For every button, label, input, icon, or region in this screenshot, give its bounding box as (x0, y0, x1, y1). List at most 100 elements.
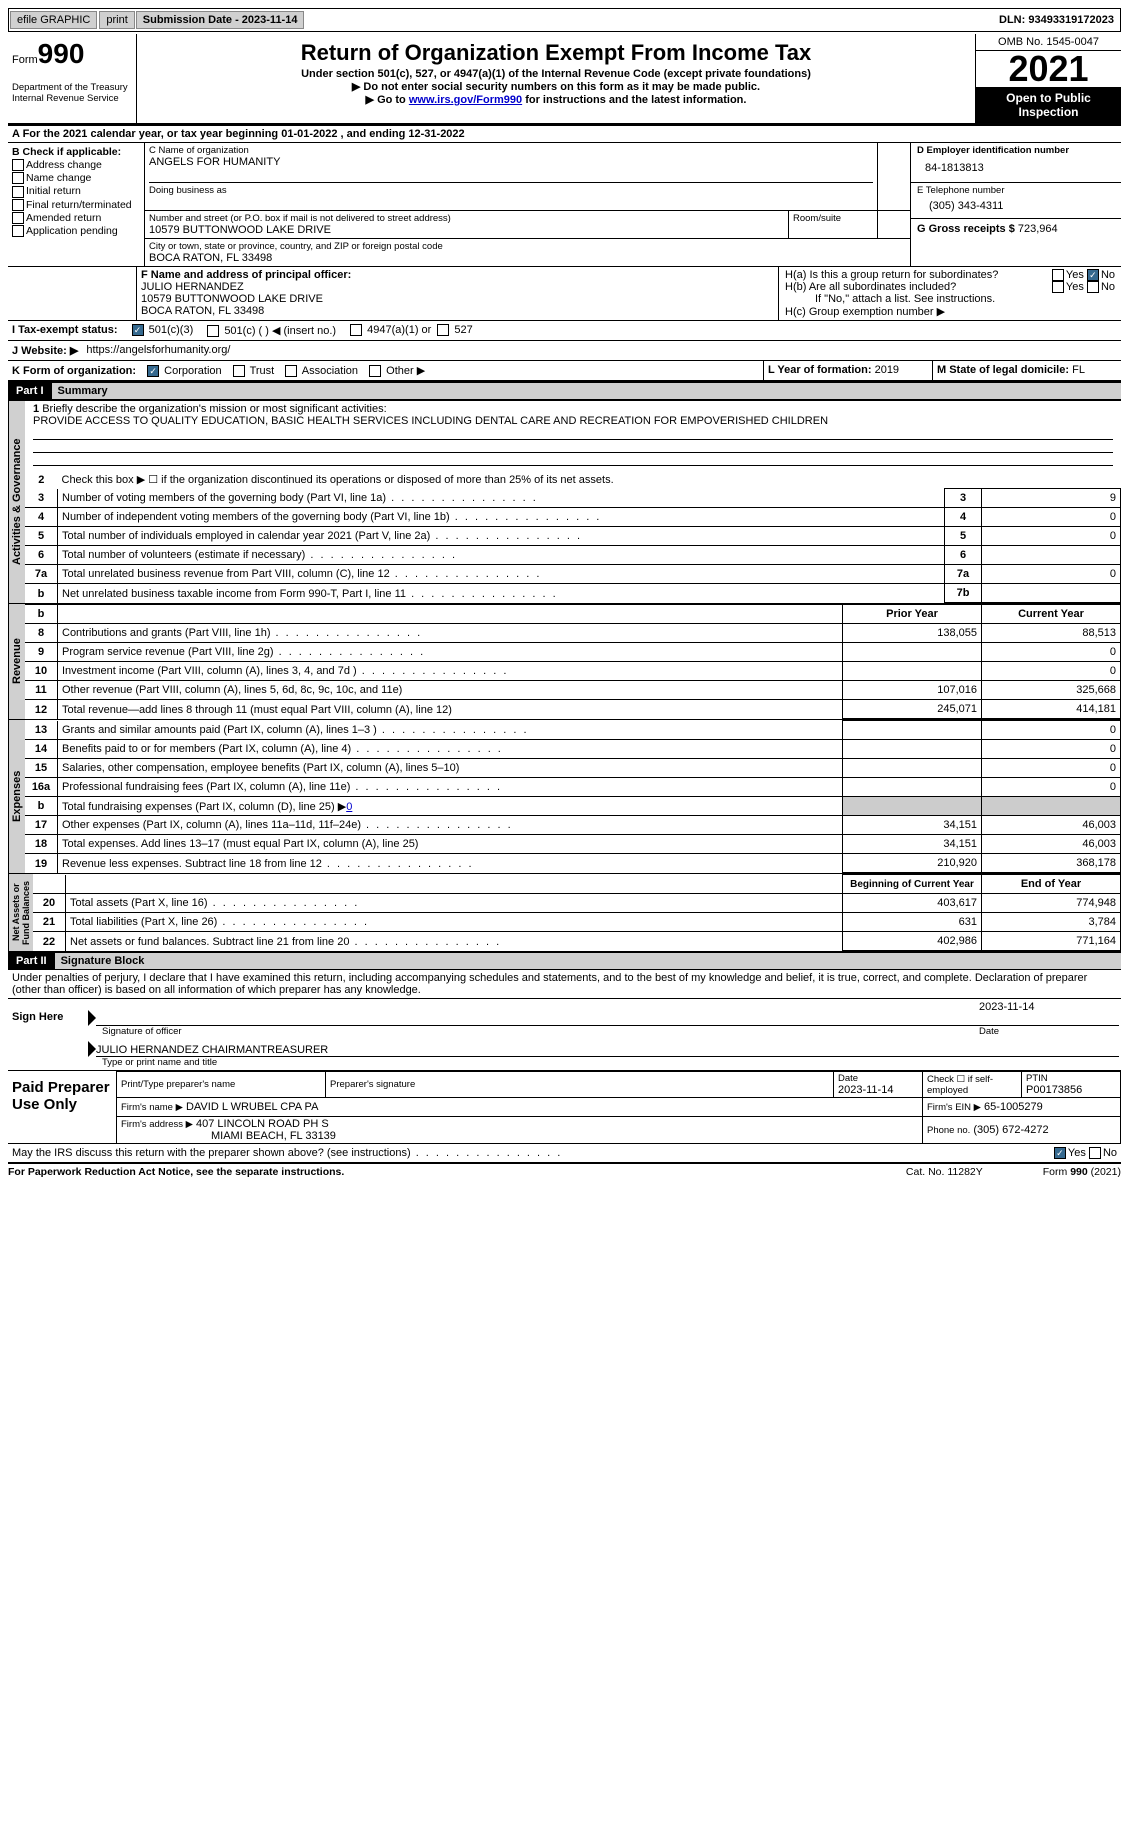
room-lbl: Room/suite (789, 211, 878, 238)
paid-lbl: Paid Preparer Use Only (8, 1071, 116, 1143)
g-cell: G Gross receipts $ 723,964 (911, 219, 1121, 239)
exp-table: 13Grants and similar amounts paid (Part … (25, 720, 1121, 873)
hb-row: H(b) Are all subordinates included? Yes … (785, 281, 1115, 293)
i-527[interactable]: 527 (437, 324, 472, 337)
penalty-text: Under penalties of perjury, I declare th… (8, 970, 1121, 999)
row-16a: 16aProfessional fundraising fees (Part I… (25, 778, 1121, 797)
chk-addr[interactable]: Address change (12, 159, 140, 171)
row-12: 12Total revenue—add lines 8 through 11 (… (25, 700, 1121, 719)
col-C: C Name of organization ANGELS FOR HUMANI… (145, 143, 910, 266)
i-501c[interactable]: 501(c) ( ) ◀ (insert no.) (207, 324, 336, 337)
ha-lbl: H(a) Is this a group return for subordin… (785, 269, 1052, 281)
i-501c3[interactable]: 501(c)(3) (132, 324, 194, 337)
prep-row2: Firm's name ▶ DAVID L WRUBEL CPA PA Firm… (117, 1098, 1121, 1117)
chk-initial[interactable]: Initial return (12, 185, 140, 197)
c-name-cell: C Name of organization ANGELS FOR HUMANI… (145, 143, 878, 211)
dba-val (149, 196, 873, 208)
chk-pending[interactable]: Application pending (12, 225, 140, 237)
dept: Department of the Treasury Internal Reve… (12, 82, 132, 104)
a-txt1: A For the 2021 calendar year, or tax yea… (12, 128, 281, 140)
j-lbl: J Website: ▶ (12, 344, 78, 357)
street-val: 10579 BUTTONWOOD LAKE DRIVE (149, 224, 784, 236)
row-21: 21Total liabilities (Part X, line 26)631… (33, 913, 1121, 932)
row-6: 6Total number of volunteers (estimate if… (25, 546, 1121, 565)
a-txt2: , and ending (341, 128, 409, 140)
part2-hdr: Part II (8, 953, 55, 969)
row-15: 15Salaries, other compensation, employee… (25, 759, 1121, 778)
k-corp[interactable]: Corporation (147, 365, 222, 377)
print-btn[interactable]: print (99, 11, 134, 29)
header: Form990 Department of the Treasury Inter… (8, 34, 1121, 124)
officer-name: JULIO HERNANDEZ (141, 281, 774, 293)
row-10: 10Investment income (Part VIII, column (… (25, 662, 1121, 681)
discuss-yn: Yes No (1054, 1147, 1117, 1159)
row-20: 20Total assets (Part X, line 16)403,6177… (33, 894, 1121, 913)
chk-amended[interactable]: Amended return (12, 212, 140, 224)
form-number: Form990 (12, 38, 132, 70)
row-J: J Website: ▶ https://angelsforhumanity.o… (8, 340, 1121, 360)
k-cell: K Form of organization: Corporation Trus… (8, 361, 763, 380)
sign-here-block: Sign Here 2023-11-14 Signature of office… (8, 999, 1121, 1070)
row-11: 11Other revenue (Part VIII, column (A), … (25, 681, 1121, 700)
row-4: 4Number of independent voting members of… (25, 508, 1121, 527)
m-cell: M State of legal domicile: FL (932, 361, 1121, 380)
form-num: 990 (38, 38, 85, 69)
city-cell: City or town, state or province, country… (145, 239, 910, 266)
date-lbl: Date (979, 1026, 1119, 1037)
website[interactable]: https://angelsforhumanity.org/ (86, 344, 230, 357)
gross-receipts: 723,964 (1018, 223, 1058, 235)
row-8: 8Contributions and grants (Part VIII, li… (25, 624, 1121, 643)
hb-note: If "No," attach a list. See instructions… (785, 293, 1115, 305)
prep-row1: Print/Type preparer's name Preparer's si… (117, 1072, 1121, 1098)
subtitle-1: Under section 501(c), 527, or 4947(a)(1)… (145, 68, 967, 80)
i-lbl: I Tax-exempt status: (12, 324, 118, 337)
row-A: A For the 2021 calendar year, or tax yea… (8, 124, 1121, 142)
bcd-block: B Check if applicable: Address change Na… (8, 142, 1121, 266)
row-13: 13Grants and similar amounts paid (Part … (25, 721, 1121, 740)
ha-row: H(a) Is this a group return for subordin… (785, 269, 1115, 281)
k-assoc[interactable]: Association (285, 365, 358, 377)
subdate-lbl: Submission Date - (143, 14, 239, 26)
hb-lbl: H(b) Are all subordinates included? (785, 281, 1052, 293)
type-lbl: Type or print name and title (102, 1057, 217, 1068)
i-4947[interactable]: 4947(a)(1) or (350, 324, 431, 337)
officer-addr2: BOCA RATON, FL 33498 (141, 305, 774, 317)
subtitle-2: ▶ Do not enter social security numbers o… (145, 80, 967, 93)
subtitle-3: ▶ Go to www.irs.gov/Form990 for instruct… (145, 93, 967, 106)
k-other[interactable]: Other ▶ (369, 365, 425, 377)
row-17: 17Other expenses (Part IX, column (A), l… (25, 816, 1121, 835)
form990-link[interactable]: www.irs.gov/Form990 (409, 94, 522, 106)
row-hdr: bPrior YearCurrent Year (25, 605, 1121, 624)
row-3: 3Number of voting members of the governi… (25, 489, 1121, 508)
row-16b: bTotal fundraising expenses (Part IX, co… (25, 797, 1121, 816)
row-2: 2Check this box ▶ ☐ if the organization … (25, 470, 1121, 489)
form-foot: Form 990 (2021) (1043, 1166, 1121, 1178)
discuss-lbl: May the IRS discuss this return with the… (12, 1147, 1054, 1159)
k-trust[interactable]: Trust (233, 365, 275, 377)
row-7b: bNet unrelated business taxable income f… (25, 584, 1121, 603)
caret-icon (88, 1010, 96, 1026)
chk-final[interactable]: Final return/terminated (12, 199, 140, 211)
caret-icon-2 (88, 1041, 96, 1057)
ein: 84-1813813 (917, 156, 1115, 180)
row-22: 22Net assets or fund balances. Subtract … (33, 932, 1121, 951)
e-cell: E Telephone number (305) 343-4311 (911, 183, 1121, 219)
prep-row3: Firm's address ▶ 407 LINCOLN ROAD PH SMI… (117, 1117, 1121, 1144)
subdate-val: 2023-11-14 (242, 14, 298, 26)
d-lbl: D Employer identification number (917, 145, 1115, 156)
efile-btn[interactable]: efile GRAPHIC (10, 11, 97, 29)
e-lbl: E Telephone number (917, 185, 1115, 196)
tax-year: 2021 (976, 51, 1121, 87)
part2-title: Signature Block (55, 953, 151, 969)
officer-name-title: JULIO HERNANDEZ CHAIRMANTREASURER (96, 1044, 1119, 1057)
c-gap (878, 143, 910, 211)
k-lbl: K Form of organization: (12, 365, 136, 377)
chk-name[interactable]: Name change (12, 172, 140, 184)
sig-line[interactable] (96, 1001, 973, 1026)
hc-lbl: H(c) Group exemption number ▶ (785, 305, 1115, 318)
col-B: B Check if applicable: Address change Na… (8, 143, 145, 266)
pra: For Paperwork Reduction Act Notice, see … (8, 1166, 344, 1178)
sign-here-lbl: Sign Here (8, 999, 86, 1070)
l-lbl: L Year of formation: (768, 364, 872, 376)
ha-yn: Yes No (1052, 269, 1115, 281)
